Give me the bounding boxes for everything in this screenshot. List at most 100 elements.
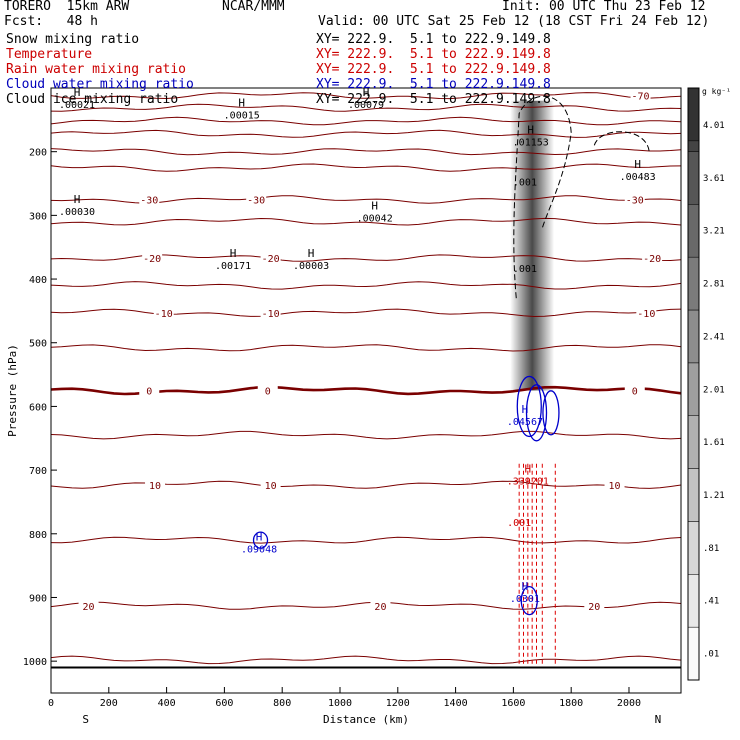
y-tick-label: 900 [29, 593, 47, 604]
maximum-value-label: .0301 [510, 594, 540, 605]
maximum-marker: H [238, 97, 245, 110]
maximum-value-label: .00030 [59, 207, 95, 218]
temperature-contour--60 [50, 103, 682, 112]
colorbar-segment [687, 309, 700, 364]
maximum-value-label: .09048 [241, 544, 277, 555]
contour-label-bg [604, 479, 625, 491]
x-tick-label: 200 [100, 698, 118, 709]
contour-label-bg [139, 385, 160, 397]
field-name-snow: Snow mixing ratio [6, 32, 140, 47]
colorbar-segment [687, 415, 700, 469]
contour-label-bg [624, 385, 645, 397]
y-tick-label: 200 [29, 148, 47, 159]
y-tick-label: 700 [29, 466, 47, 477]
temperature-contour-label: 10 [265, 481, 277, 492]
contour-label-bg [624, 194, 645, 206]
y-tick-label: 400 [29, 275, 47, 286]
temperature-contour-5 [50, 430, 682, 440]
temperature-contour-15 [50, 536, 682, 544]
colorbar: .01 .41 .81 1.21 1.61 2.01 2.41 2.81 3.21 3.61 4.0… [687, 87, 731, 681]
mixing-ratio-contour-label: .001 [513, 177, 537, 188]
x-end-label-north: N [655, 713, 662, 726]
cloud-water-contour [525, 384, 548, 442]
field-xy-cloud-ice: XY= 222.9. 5.1 to 222.9.149.8 [316, 92, 551, 107]
maximum-marker: H [371, 199, 378, 212]
contour-label-bg [636, 307, 657, 319]
x-tick-label: 1000 [328, 698, 352, 709]
maximum-marker: H [363, 86, 370, 99]
temperature-contour-label: -20 [643, 254, 661, 265]
temperature-contour-label: -30 [247, 195, 265, 206]
colorbar-unit: g kg⁻¹ [702, 87, 731, 96]
temperature-contour-label: 0 [265, 387, 271, 398]
x-tick-label: 800 [273, 698, 291, 709]
maximum-marker: H [308, 247, 315, 260]
maximum-marker: H [230, 247, 237, 260]
temperature-contour-label: 20 [374, 602, 386, 613]
y-tick-label: 600 [29, 402, 47, 413]
temperature-contour--10 [50, 308, 682, 318]
contour-label-bg [584, 600, 605, 612]
temperature-contour--5 [50, 344, 682, 352]
y-axis-title: Pressure (hPa) [6, 344, 19, 437]
colorbar-tick-label: .81 [703, 544, 719, 554]
mixing-ratio-contour-label: .001 [513, 264, 537, 275]
maximum-value-label: .00171 [215, 261, 251, 272]
x-tick-label: 1400 [444, 698, 468, 709]
cloud-water-contour [516, 375, 542, 438]
temperature-contour--15 [50, 281, 682, 290]
temperature-contour-25 [50, 655, 682, 665]
maximum-value-label: .00015 [224, 111, 260, 122]
maximum-marker: H [522, 580, 529, 593]
x-tick-label: 0 [48, 698, 54, 709]
plot-frame [50, 87, 682, 694]
maximum-marker: H [74, 86, 81, 99]
cloud-ice-contour [513, 95, 572, 299]
colorbar-tick-label: 4.01 [703, 121, 725, 131]
colorbar-tick-label: 1.21 [703, 491, 725, 501]
colorbar-tick-label: 2.81 [703, 280, 725, 290]
x-end-label-south: S [82, 713, 89, 726]
y-tick-label: 800 [29, 530, 47, 541]
maximum-value-label: .00483 [620, 172, 656, 183]
contour-label-bg [630, 90, 651, 102]
y-tick-label: 500 [29, 339, 47, 350]
maximum-marker: H [527, 123, 534, 136]
temperature-contour-label: -30 [626, 195, 644, 206]
temperature-contour-label: 20 [588, 602, 600, 613]
contour-label-bg [642, 253, 663, 265]
maximum-marker: H [634, 158, 641, 171]
maximum-marker: H [525, 462, 532, 475]
colorbar-segment [687, 468, 700, 522]
cloud-water-contour [520, 586, 538, 616]
field-xy-snow: XY= 222.9. 5.1 to 222.9.149.8 [316, 32, 551, 47]
field-name-rain: Rain water mixing ratio [6, 62, 187, 77]
model-label: TORERO 15km ARW [4, 0, 130, 14]
forecast-hour: Fcst: 48 h [4, 14, 98, 29]
temperature-contour--50 [50, 116, 682, 126]
temperature-contour-label: 0 [146, 387, 152, 398]
field-name-cloud-water: Cloud water mixing ratio [6, 77, 194, 92]
x-axis-title: Distance (km) [323, 713, 409, 726]
maximum-value-label: .00003 [293, 261, 329, 272]
y-tick-label: 300 [29, 211, 47, 222]
y-tick-label: 1000 [23, 657, 47, 668]
x-tick-label: 1200 [386, 698, 410, 709]
contour-label-bg [153, 307, 174, 319]
valid-time: Valid: 00 UTC Sat 25 Feb 12 (18 CST Fri … [318, 14, 710, 29]
maximum-value-label: .00042 [357, 213, 393, 224]
org-label: NCAR/MMM [222, 0, 285, 14]
colorbar-segment [687, 521, 700, 575]
contour-label-bg [246, 194, 267, 206]
colorbar-frame [687, 87, 700, 681]
temperature-contour--40 [50, 148, 682, 156]
temperature-contour-label: 10 [149, 481, 161, 492]
colorbar-segment [687, 626, 700, 681]
x-tick-label: 1800 [559, 698, 583, 709]
maximum-value-label: .00079 [348, 100, 384, 111]
temperature-contour--45 [50, 129, 682, 138]
plot-area: -70 -30 -30 -30 -20 -20 -20 -10 -10 -10 0 0 0 10 10 10 2… [50, 86, 682, 669]
maximum-value-label: .339201 [507, 476, 549, 487]
x-tick-label: 400 [158, 698, 176, 709]
